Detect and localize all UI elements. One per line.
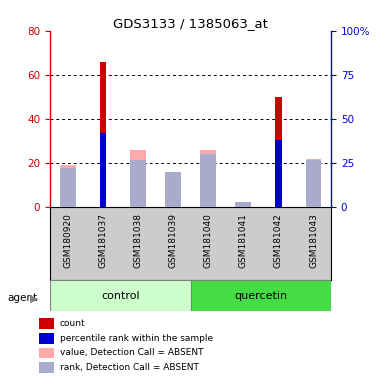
Text: value, Detection Call = ABSENT: value, Detection Call = ABSENT [60,348,203,358]
Text: GSM181039: GSM181039 [169,213,177,268]
Text: GSM181040: GSM181040 [204,213,213,268]
Text: quercetin: quercetin [234,291,287,301]
Bar [200,150,216,207]
Text: GSM181043: GSM181043 [309,213,318,268]
Bar [100,61,106,207]
Text: control: control [101,291,140,301]
Text: GSM181037: GSM181037 [98,213,107,268]
Text: agent: agent [8,293,38,303]
Bar [191,280,331,311]
Text: GSM181042: GSM181042 [274,213,283,268]
Bar [130,160,146,207]
Bar [235,202,251,207]
Text: GSM180920: GSM180920 [63,213,72,268]
Bar [60,166,75,207]
Bar [50,280,191,311]
Title: GDS3133 / 1385063_at: GDS3133 / 1385063_at [113,17,268,30]
Bar [200,154,216,207]
Bar [275,97,281,207]
Bar [60,169,75,207]
Bar [130,150,146,207]
Text: count: count [60,319,85,328]
Text: GSM181041: GSM181041 [239,213,248,268]
Bar [306,160,321,207]
Text: percentile rank within the sample: percentile rank within the sample [60,334,213,343]
Bar [165,172,181,207]
Bar [100,133,106,207]
Text: ▶: ▶ [30,293,39,303]
Text: rank, Detection Call = ABSENT: rank, Detection Call = ABSENT [60,363,199,372]
Bar [275,140,281,207]
Bar [306,159,321,207]
Text: GSM181038: GSM181038 [133,213,142,268]
Bar [165,172,181,207]
